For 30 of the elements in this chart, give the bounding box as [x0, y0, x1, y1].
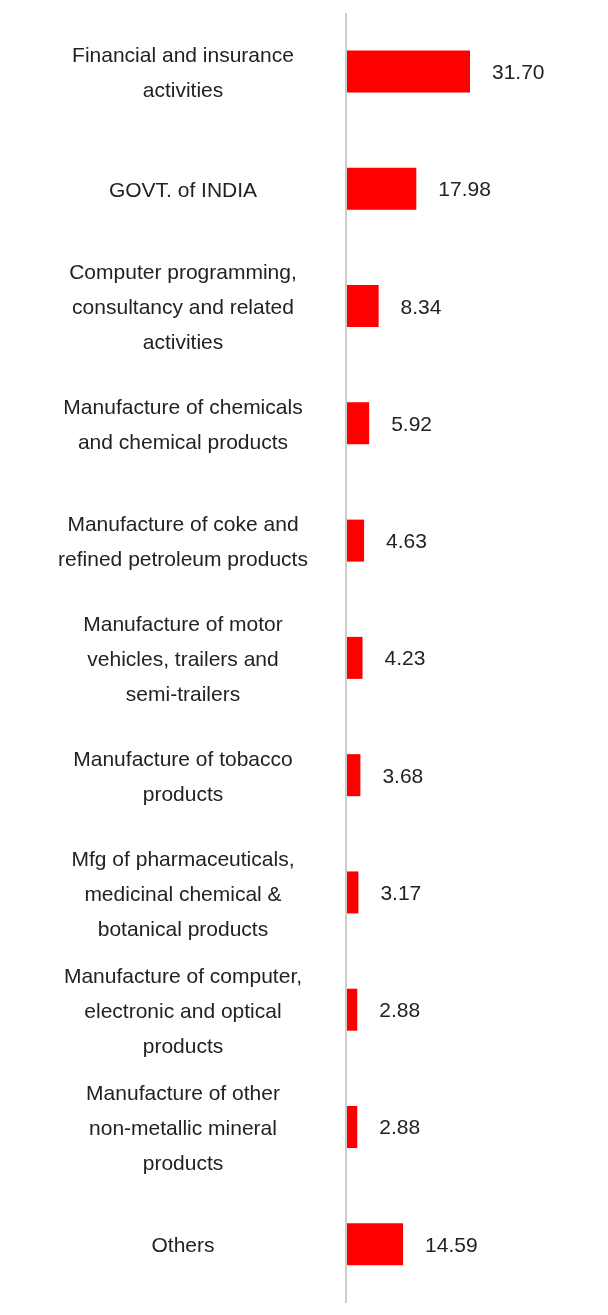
bar	[346, 754, 361, 797]
data-label: 4.63	[386, 529, 427, 553]
bar	[346, 636, 363, 679]
bar	[346, 1223, 404, 1266]
y-tick-label: Manufacture of chemicals and chemical products	[63, 394, 303, 453]
y-tick-label: Manufacture of coke and refined petroleum products	[58, 511, 308, 570]
data-label: 8.34	[400, 294, 442, 318]
data-label: 4.23	[384, 646, 426, 670]
y-tick-label: Manufacture of other non-metallic mineral products	[86, 1080, 280, 1174]
y-tick-label: Manufacture of tobacco products	[73, 746, 293, 805]
y-tick-label: GOVT. of INDIA	[108, 177, 258, 201]
data-label: 2.88	[379, 1115, 421, 1139]
bar	[346, 285, 379, 328]
bar	[346, 402, 370, 445]
y-tick-label: Others	[151, 1232, 215, 1256]
y-tick-label: Mfg of pharmaceuticals, medicinal chemical & botanical products	[71, 846, 295, 940]
data-label: 5.92	[391, 411, 433, 435]
bar	[346, 519, 365, 562]
data-label: 2.88	[379, 998, 421, 1022]
y-tick-label: Financial and insurance activities	[72, 42, 294, 101]
data-label: 14.59	[425, 1232, 478, 1256]
data-label: 17.98	[438, 177, 491, 201]
data-label: 31.70	[492, 59, 545, 83]
bar	[346, 50, 470, 93]
data-label: 3.17	[380, 880, 422, 904]
bar	[346, 167, 417, 210]
y-tick-label: Manufacture of motor vehicles, trailers and semi-trailers	[83, 611, 283, 705]
data-label: 3.68	[382, 763, 424, 787]
y-tick-label: Computer programming, consultancy and related activities	[69, 259, 297, 353]
y-tick-label: Manufacture of computer, electronic and optical products	[63, 963, 303, 1057]
